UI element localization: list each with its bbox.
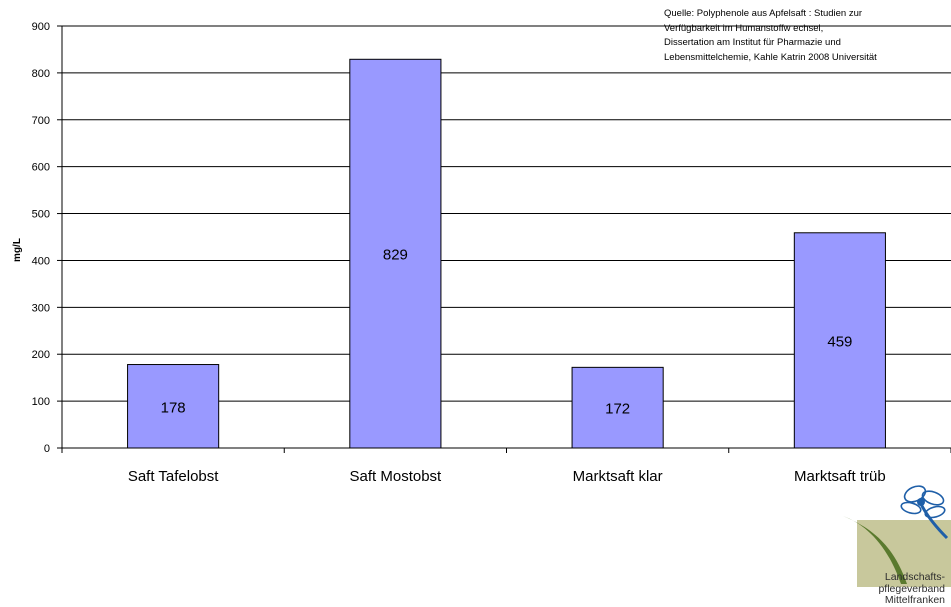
source-note: Quelle: Polyphenole aus Apfelsaft : Stud…: [664, 7, 944, 65]
bar: [349, 58, 442, 449]
bars: [127, 58, 886, 449]
bar-value-label: 459: [827, 333, 852, 350]
source-line: Dissertation am Institut für Pharmazie u…: [664, 37, 841, 49]
x-axis: [61, 26, 951, 453]
source-line: Verfügbarkeit im Humanstoffw echsel,: [664, 22, 824, 34]
y-tick-label: 0: [44, 443, 50, 455]
y-tick-label: 100: [32, 396, 50, 408]
x-tick-label: Marktsaft trüb: [794, 468, 886, 485]
logo-line: Landschafts-: [884, 571, 945, 583]
y-tick-label: 300: [32, 302, 50, 314]
bar-value-label: 829: [383, 247, 408, 264]
source-line: Lebensmittelchemie, Kahle Katrin 2008 Un…: [664, 51, 877, 63]
y-tick-label: 600: [32, 162, 50, 174]
y-tick-label: 700: [32, 115, 50, 127]
y-tick-label: 500: [32, 209, 50, 221]
bar: [793, 232, 886, 449]
bar: [127, 364, 220, 449]
y-tick-label: 400: [32, 255, 50, 267]
y-axis-title: mg/L: [12, 238, 23, 262]
logo-line: pflegeverband: [878, 582, 945, 595]
data-labels: 178 829 172 459: [161, 247, 853, 418]
source-line: Quelle: Polyphenole aus Apfelsaft : Stud…: [664, 8, 863, 19]
bar: [571, 366, 664, 449]
y-tick-label: 200: [32, 349, 50, 361]
dragonfly-icon: [843, 485, 951, 587]
y-axis-ticks: 0 100 200 300 400 500 600 700 800 900: [32, 21, 62, 455]
x-axis-labels: Saft Tafelobst Saft Mostobst Marktsaft kla…: [128, 468, 886, 485]
bar-value-label: 178: [161, 399, 186, 416]
x-tick-label: Saft Mostobst: [350, 468, 443, 485]
y-tick-label: 800: [32, 68, 50, 80]
grid-lines: [62, 25, 951, 402]
y-tick-label: 900: [32, 21, 50, 33]
bar-chart: 0 100 200 300 400 500 600 700 800 900 178 829 172 45…: [12, 21, 951, 485]
bar-value-label: 172: [605, 401, 630, 418]
logo-text: Landschafts- pflegeverband Mittelfranken: [878, 571, 945, 607]
x-tick-label: Saft Tafelobst: [128, 468, 219, 485]
logo-line: Mittelfranken: [884, 594, 945, 606]
x-tick-label: Marktsaft klar: [573, 468, 663, 485]
landschaftspflegeverband-logo: Landschafts- pflegeverband Mittelfranken: [835, 480, 951, 606]
